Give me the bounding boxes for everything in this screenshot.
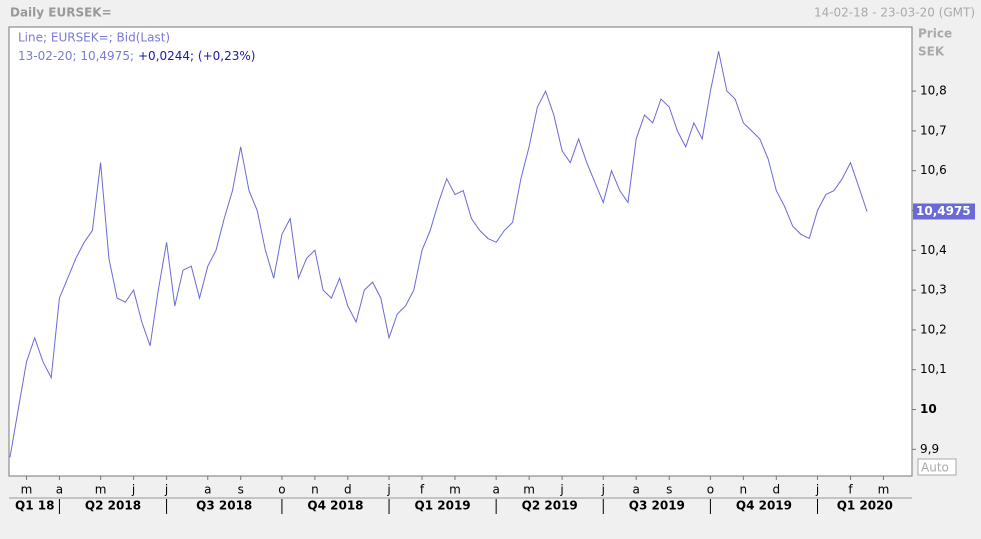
last-value-label: 10,4975 [916, 204, 971, 218]
y-tick-label: 9,9 [920, 442, 939, 456]
x-tick-label: o [707, 483, 714, 497]
x-tick-label: m [95, 483, 107, 497]
x-tick-label: j [601, 483, 605, 497]
last-value-box [913, 203, 975, 220]
auto-button[interactable] [917, 458, 957, 476]
header-right: 14-02-18 - 23-03-20 (GMT) [814, 6, 975, 20]
x-tick-label: a [56, 483, 63, 497]
x-tick-label: m [449, 483, 461, 497]
legend-line: Line; EURSEK=; Bid(Last) [18, 31, 170, 45]
quarter-label: Q4 2018 [307, 499, 363, 513]
legend-values-a: 13-02-20; 10,4975; [18, 49, 134, 63]
x-tick-label: j [131, 483, 135, 497]
quarter-label: Q1 2019 [415, 499, 471, 513]
x-tick-label: j [815, 483, 819, 497]
x-tick-label: a [204, 483, 211, 497]
x-tick-label: f [848, 483, 853, 497]
x-tick-label: s [666, 483, 672, 497]
x-tick-label: j [559, 483, 563, 497]
legend-change: +0,0244; (+0,23%) [138, 49, 255, 63]
x-tick-label: m [523, 483, 535, 497]
quarter-label: Q4 2019 [736, 499, 792, 513]
x-tick-label: j [164, 483, 168, 497]
x-tick-label: s [238, 483, 244, 497]
auto-label[interactable]: Auto [921, 461, 949, 475]
y-tick-label: 10,3 [920, 283, 947, 297]
y-tick-label: 10 [920, 402, 937, 416]
x-tick-label: d [344, 483, 352, 497]
x-tick-label: d [773, 483, 781, 497]
x-tick-label: a [492, 483, 499, 497]
x-tick-label: n [311, 483, 319, 497]
x-tick-label: a [633, 483, 640, 497]
quarter-label: Q2 2019 [522, 499, 578, 513]
quarter-label: Q1 18 [15, 499, 54, 513]
y-tick-label: 10,2 [920, 322, 947, 336]
plot-area [8, 26, 913, 477]
x-tick-label: m [21, 483, 33, 497]
header-left: Daily EURSEK= [10, 6, 112, 20]
axis-label: Price [918, 27, 952, 41]
price-line [9, 51, 868, 458]
quarter-label: Q3 2018 [196, 499, 252, 513]
y-tick-label: 10,4 [920, 243, 947, 257]
legend-values: 13-02-20; 10,4975; +0,0244; (+0,23%) [18, 49, 255, 63]
y-tick-label: 10,1 [920, 362, 947, 376]
quarter-label: Q2 2018 [85, 499, 141, 513]
x-tick-label: m [878, 483, 890, 497]
x-tick-label: f [420, 483, 425, 497]
y-tick-label: 10,8 [920, 84, 947, 98]
x-tick-label: j [386, 483, 390, 497]
x-tick-label: o [278, 483, 285, 497]
quarter-label: Q1 2020 [837, 499, 893, 513]
quarter-label: Q3 2019 [629, 499, 685, 513]
x-tick-label: n [740, 483, 748, 497]
axis-label: SEK [918, 45, 945, 59]
y-tick-label: 10,6 [920, 163, 947, 177]
y-tick-label: 10,7 [920, 123, 947, 137]
